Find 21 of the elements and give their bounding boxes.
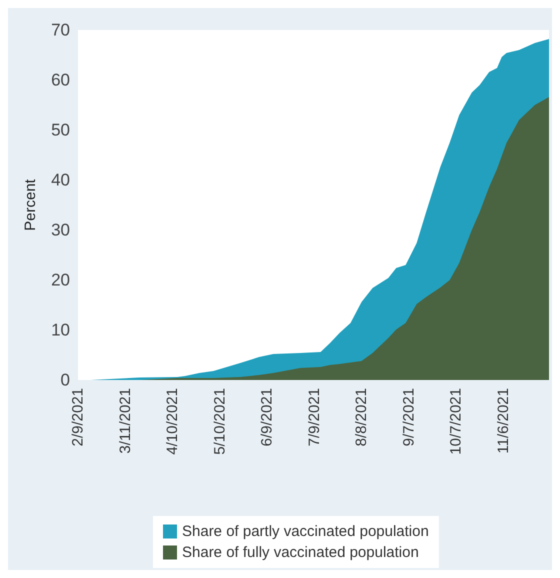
y-tick-label: 20 <box>51 270 70 290</box>
x-tick-label: 5/10/2021 <box>211 388 228 455</box>
y-tick-label: 60 <box>51 70 70 90</box>
x-tick-label: 4/10/2021 <box>164 388 182 455</box>
y-tick-label: 70 <box>51 20 70 40</box>
y-tick-label: 10 <box>51 320 70 340</box>
y-tick-label: 50 <box>51 120 70 140</box>
x-tick-label: 2/9/2021 <box>70 388 86 446</box>
x-tick-label: 6/9/2021 <box>258 388 276 446</box>
y-axis-title: Percent <box>22 178 39 231</box>
x-tick-label: 7/9/2021 <box>306 388 323 446</box>
y-tick-label: 30 <box>51 220 70 240</box>
x-tick-label: 9/7/2021 <box>400 388 418 446</box>
y-tick-label: 0 <box>60 370 70 390</box>
y-tick-label: 40 <box>51 170 70 190</box>
x-tick-label: 11/6/2021 <box>494 388 512 454</box>
legend-label: Share of fully vaccinated population <box>182 544 419 561</box>
x-tick-label: 8/8/2021 <box>353 388 370 446</box>
legend-label: Share of partly vaccinated population <box>182 523 429 540</box>
x-tick-label: 3/11/2021 <box>116 388 134 454</box>
x-tick-label: 10/7/2021 <box>448 388 465 455</box>
